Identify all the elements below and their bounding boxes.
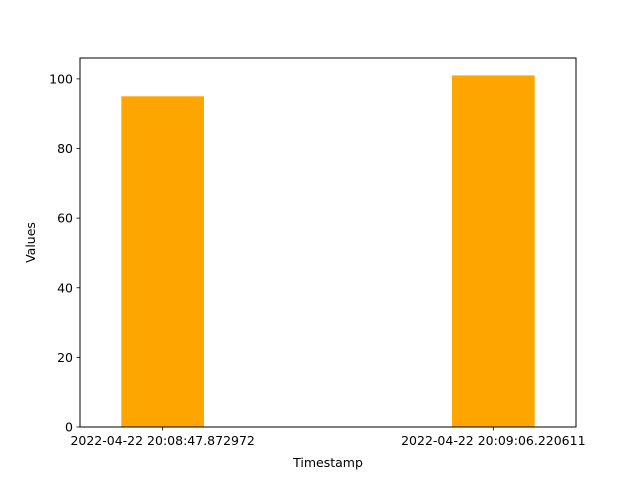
- y-tick-label-1: 20: [57, 350, 73, 365]
- y-tick-label-2: 40: [57, 280, 73, 295]
- y-tick-label-4: 80: [57, 141, 73, 156]
- y-axis: 0 20 40 60 80 100: [49, 71, 80, 435]
- x-tick-label-1: 2022-04-22 20:09:06.220611: [401, 433, 585, 448]
- y-tick-label-3: 60: [57, 211, 73, 226]
- y-tick-label-0: 0: [65, 420, 73, 435]
- x-axis-label: Timestamp: [292, 455, 363, 470]
- bar-1: [452, 75, 535, 427]
- y-tick-label-5: 100: [49, 71, 73, 86]
- y-axis-label: Values: [23, 222, 38, 263]
- x-tick-label-0: 2022-04-22 20:08:47.872972: [70, 433, 254, 448]
- bar-0: [121, 96, 204, 427]
- bars-group: [121, 75, 535, 427]
- plot-frame: [79, 57, 577, 428]
- x-axis: 2022-04-22 20:08:47.872972 2022-04-22 20:…: [70, 427, 586, 448]
